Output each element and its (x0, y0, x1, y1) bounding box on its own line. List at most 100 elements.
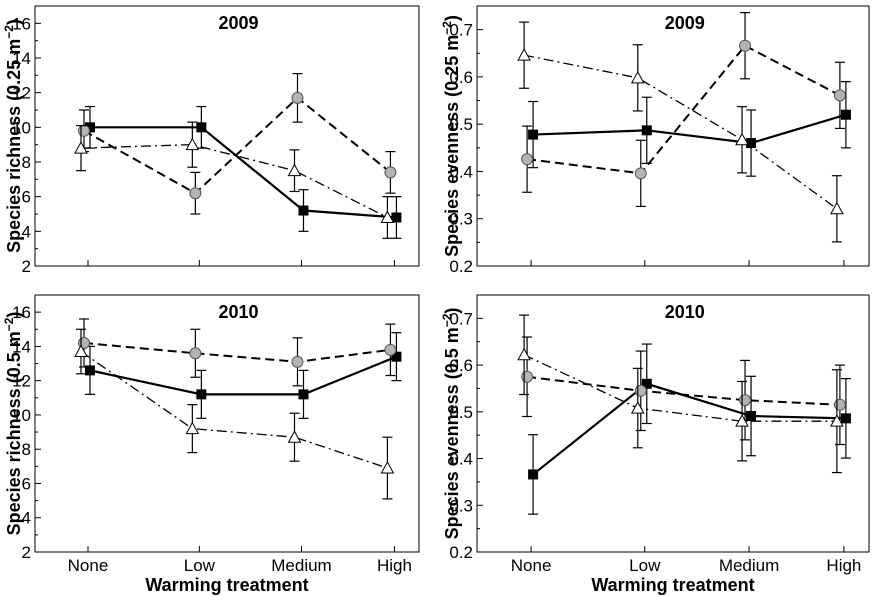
x-tick-label: None (68, 556, 109, 575)
series-dash-circle (521, 336, 846, 446)
y-axis-title: Species richness (0.25 m−2) (2, 19, 24, 253)
y-axis-title-text: Species richness (0.25 m (4, 39, 24, 253)
y-tick-label: 0.3 (449, 496, 473, 515)
series-line (526, 375, 840, 406)
x-axis-title: Warming treatment (591, 575, 754, 595)
data-point-triangle (517, 48, 531, 61)
data-point-triangle (517, 347, 531, 361)
y-tick-label: 6 (22, 188, 31, 207)
data-point-circle (384, 343, 397, 356)
y-tick-label: 0.2 (449, 543, 473, 562)
y-axis-title-superscript: −2 (2, 25, 16, 39)
y-tick-label: 12 (12, 372, 31, 391)
y-tick-label: 14 (12, 337, 31, 356)
series-line (89, 126, 397, 219)
data-point-square (391, 351, 402, 362)
chart-panel-2: 0.2 0.3 0.4 0.5 0.6 0.7 2009 Species evenness (… (440, 5, 870, 276)
data-point-triangle (74, 141, 88, 154)
series-dashdot-triangle (517, 21, 844, 243)
data-point-triangle (735, 414, 749, 427)
y-axis-title: Species evenness (0.5 m−2) (440, 308, 462, 540)
y-tick-label: 8 (22, 440, 31, 459)
y-axis-title-superscript: −2 (440, 21, 454, 35)
y-tick-label: 0.7 (449, 309, 473, 328)
series-line (532, 382, 846, 476)
y-axis-title-superscript: −2 (2, 317, 16, 331)
y-axis-title-text: Species evenness (0.25 m (442, 35, 462, 257)
y-axis-title: Species evenness (0.25 m−2) (440, 15, 462, 257)
y-tick-label: 8 (22, 153, 31, 172)
data-point-triangle (830, 201, 844, 215)
data-point-square (641, 125, 652, 136)
data-point-circle (739, 394, 752, 407)
data-point-circle (189, 347, 202, 360)
y-tick-label: 10 (12, 118, 31, 137)
panel-title: 2009 (218, 13, 258, 33)
data-point-triangle (735, 132, 749, 146)
y-tick-label: 0.6 (449, 356, 473, 375)
data-point-square (840, 109, 851, 120)
y-tick-label: 0.7 (449, 21, 473, 40)
data-point-circle (189, 187, 202, 200)
data-point-square (298, 389, 309, 400)
data-point-triangle (287, 430, 302, 443)
series-line (523, 54, 838, 210)
y-axis-title-end: ) (4, 312, 24, 318)
data-point-circle (739, 39, 752, 52)
plot-frame (34, 294, 420, 553)
chart-panel-1: 2 4 6 8 10 12 14 16 2009 Species richness (0.25 m… (2, 5, 420, 276)
series-dashdot-triangle (74, 328, 395, 500)
data-point-square (746, 138, 757, 149)
data-point-square (840, 413, 851, 424)
series-line (80, 144, 388, 219)
y-tick-label: 4 (22, 222, 31, 241)
y-tick-label: 10 (12, 406, 31, 425)
chart-panel-4: 0.2 0.3 0.4 0.5 0.6 0.7 None Low Medium High 2010 S… (440, 294, 870, 595)
data-point-square (298, 205, 309, 216)
data-point-square (84, 122, 95, 133)
x-tick-label: None (511, 556, 552, 575)
data-point-square (746, 411, 757, 422)
data-point-triangle (287, 163, 302, 177)
series-dash-circle (521, 12, 846, 208)
y-tick-label: 0.4 (449, 162, 473, 181)
data-point-triangle (185, 421, 200, 435)
data-point-triangle (380, 210, 395, 223)
data-point-square (528, 129, 539, 140)
y-tick-label: 0.2 (449, 257, 473, 276)
x-tick-label: Medium (719, 556, 779, 575)
data-point-circle (634, 167, 647, 180)
y-axis-title: Species richness (0.5 m−2) (2, 312, 24, 536)
y-tick-label: 14 (12, 49, 31, 68)
data-point-circle (384, 166, 397, 179)
series-solid-square (84, 332, 402, 419)
y-tick-label: 2 (22, 543, 31, 562)
plot-frame (34, 5, 420, 267)
plot-frame (476, 294, 870, 553)
data-point-square (528, 469, 539, 480)
data-point-square (196, 122, 207, 133)
y-tick-label: 16 (12, 14, 31, 33)
y-axis-title-end: ) (442, 15, 462, 21)
y-tick-label: 12 (12, 84, 31, 103)
y-axis-title-text: Species richness (0.5 m (4, 331, 24, 535)
x-tick-label: Low (184, 556, 216, 575)
data-point-circle (77, 124, 90, 137)
y-axis-title-text: Species evenness (0.5 m (442, 327, 462, 539)
data-point-circle (521, 153, 534, 166)
y-tick-label: 0.6 (449, 68, 473, 87)
y-tick-label: 0.5 (449, 403, 473, 422)
data-point-triangle (630, 70, 645, 84)
series-solid-square (528, 81, 851, 177)
series-line (83, 341, 391, 363)
y-axis-title-superscript: −2 (440, 313, 454, 327)
series-solid-square (84, 105, 402, 239)
y-tick-label: 16 (12, 303, 31, 322)
data-point-triangle (380, 461, 395, 474)
data-point-circle (291, 355, 304, 368)
data-point-triangle (185, 137, 200, 151)
series-line (89, 355, 397, 396)
data-point-circle (521, 370, 534, 383)
series-line (523, 354, 837, 422)
